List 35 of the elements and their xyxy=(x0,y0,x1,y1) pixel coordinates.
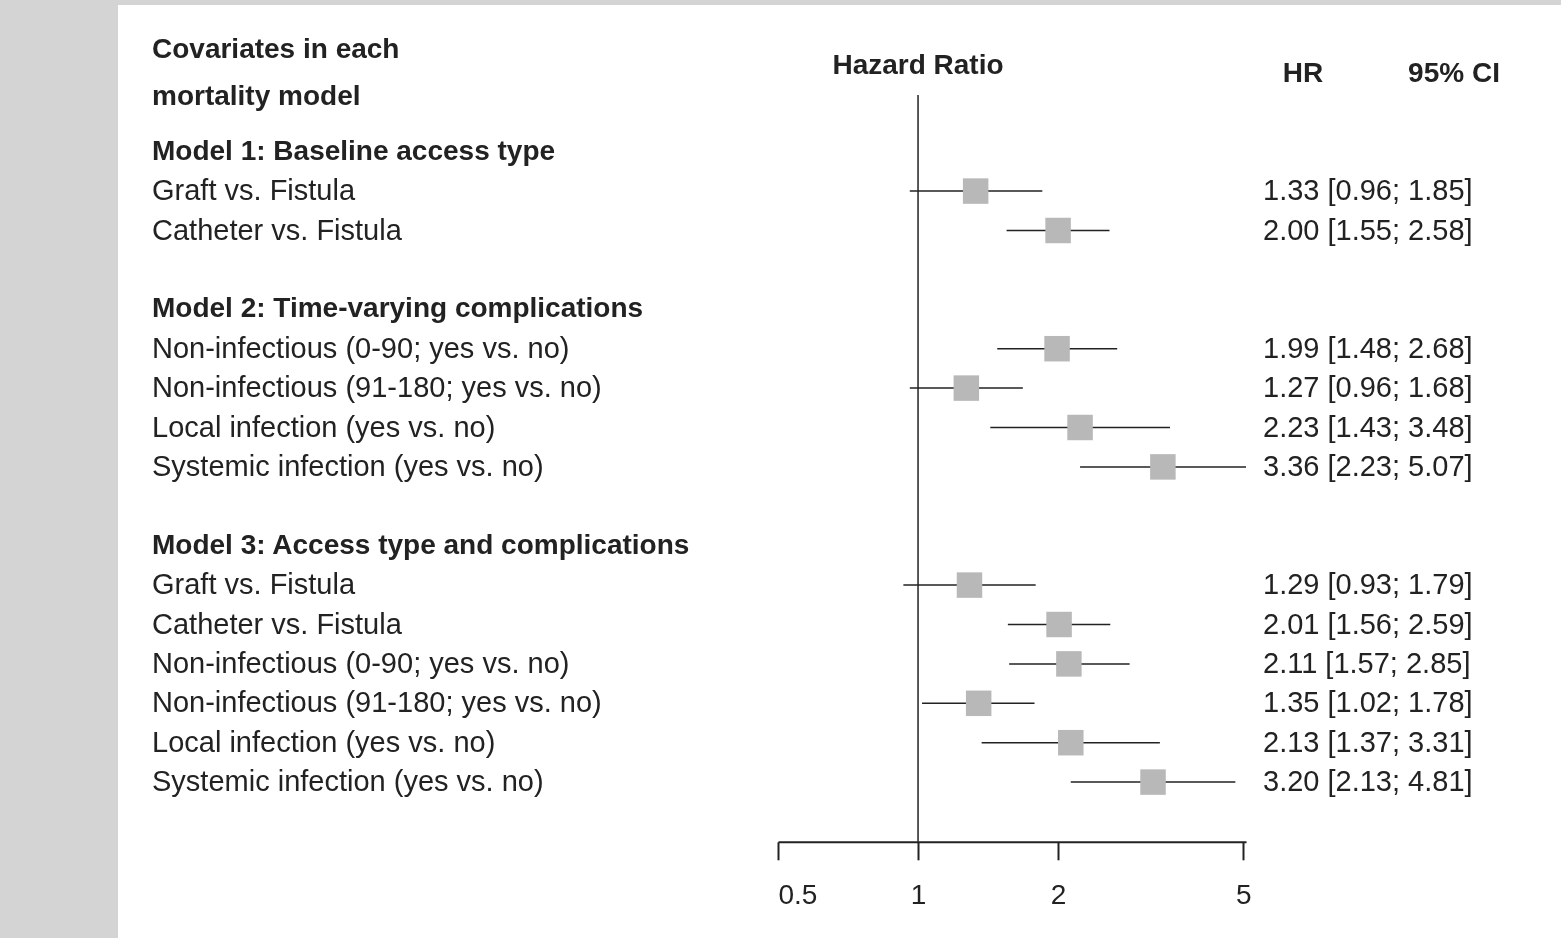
x-tick-label: 0.5 xyxy=(778,879,818,911)
y-tick-label: Local infection (yes vs. no) xyxy=(152,725,496,758)
x-tick-label: 5 xyxy=(1235,879,1252,911)
y-tick-label: Local infection (yes vs. no) xyxy=(152,410,496,443)
data-label: 3.36 [2.23; 5.07] xyxy=(1263,449,1473,482)
data-label: 1.27 [0.96; 1.68] xyxy=(1263,371,1473,404)
text: 95% CI xyxy=(1408,57,1500,88)
y-tick-label: Graft vs. Fistula xyxy=(152,174,356,207)
data-label: 2.11 [1.57; 2.85] xyxy=(1263,646,1471,679)
y-tick-label: Non-infectious (0-90; yes vs. no) xyxy=(152,646,570,679)
y-tick-label: Graft vs. Fistula xyxy=(152,568,356,601)
y-tick-label: Model 2: Time-varying complications xyxy=(152,292,644,324)
y-tick-label: Systemic infection (yes vs. no) xyxy=(152,765,544,798)
y-axis-title: Covariates in each mortality model xyxy=(152,33,400,111)
y-tick-label: Model 3: Access type and complications xyxy=(152,528,690,560)
y-tick-label: Catheter vs. Fistula xyxy=(152,213,403,246)
data-label: 2.01 [1.56; 2.59] xyxy=(1263,607,1473,640)
text: HR xyxy=(1282,57,1324,88)
data-label: 2.23 [1.43; 3.48] xyxy=(1263,410,1473,443)
data-label: 2.00 [1.55; 2.58] xyxy=(1263,213,1473,246)
y-tick-label: Non-infectious (0-90; yes vs. no) xyxy=(152,331,570,364)
x-tick-label: 1 xyxy=(910,879,927,911)
data-label: 2.13 [1.37; 3.31] xyxy=(1263,725,1473,758)
data-label: 1.33 [0.96; 1.85] xyxy=(1263,174,1473,207)
y-tick-label: Non-infectious (91-180; yes vs. no) xyxy=(152,686,602,719)
data-label: 3.20 [2.13; 4.81] xyxy=(1263,765,1473,798)
y-tick-label: Model 1: Baseline access type xyxy=(152,134,556,166)
y-tick-label: Non-infectious (91-180; yes vs. no) xyxy=(152,371,602,404)
y-tick-label: Systemic infection (yes vs. no) xyxy=(152,449,544,482)
y-tick-label: Catheter vs. Fistula xyxy=(152,607,403,640)
data-label: 1.35 [1.02; 1.78] xyxy=(1263,686,1473,719)
data-label: 1.29 [0.93; 1.79] xyxy=(1263,568,1473,601)
data-label: 1.99 [1.48; 2.68] xyxy=(1263,331,1473,364)
x-tick-label: 2 xyxy=(1050,879,1067,911)
chart-title: Hazard Ratio xyxy=(832,49,1004,80)
